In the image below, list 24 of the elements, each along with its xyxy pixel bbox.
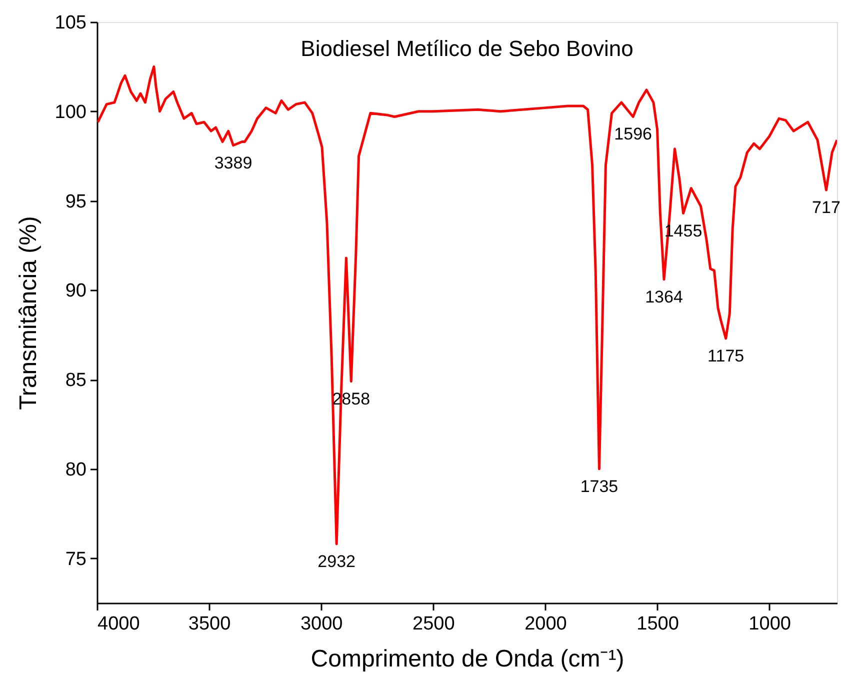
annotation: 1735 xyxy=(580,476,618,496)
y-tick-label: 100 xyxy=(54,102,86,123)
annotation: 1175 xyxy=(708,346,744,366)
y-tick-label: 75 xyxy=(65,548,86,570)
annotation: 2932 xyxy=(318,552,356,572)
x-tick-label: 1000 xyxy=(748,614,791,634)
x-tick-label: 3000 xyxy=(300,614,343,634)
annotation: 717 xyxy=(812,198,840,218)
y-tick-label: 80 xyxy=(65,459,86,480)
y-tick-label: 105 xyxy=(54,12,86,34)
x-tick-label: 4000 xyxy=(98,614,140,634)
y-tick-label: 95 xyxy=(65,191,86,212)
annotation: 1596 xyxy=(614,124,652,144)
annotation: 1364 xyxy=(645,287,683,306)
x-tick-label: 1500 xyxy=(636,614,679,634)
x-tick-label: 2500 xyxy=(412,614,455,634)
x-tick-label: 2000 xyxy=(524,614,567,634)
y-tick-label: 90 xyxy=(65,280,86,302)
y-axis-title: Transmitância (%) xyxy=(14,216,42,410)
y-tick-label: 85 xyxy=(65,370,86,392)
x-tick-label: 3500 xyxy=(188,614,231,634)
text: Biodiesel Metílico de Sebo Bovino xyxy=(300,36,634,61)
x-axis-title: Comprimento de Onda (cm⁻¹) xyxy=(310,646,624,672)
annotation: 3389 xyxy=(214,153,252,172)
